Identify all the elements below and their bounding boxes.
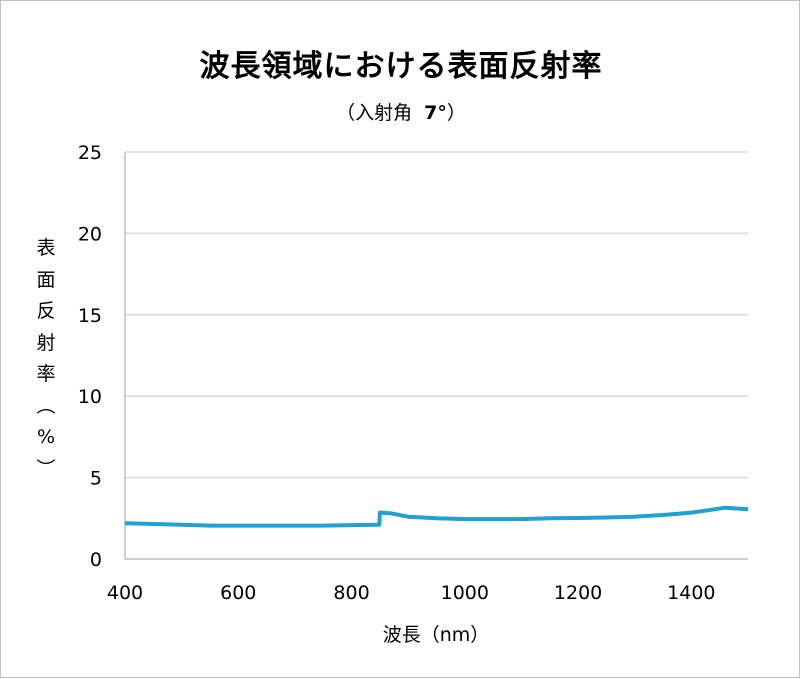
y-tick-label: 20 xyxy=(78,223,102,245)
chart-subtitle: （入射角 7°） xyxy=(1,98,800,125)
y-tick-label: 25 xyxy=(78,142,102,164)
reflectance-series-line xyxy=(124,505,749,528)
y-axis-label-char: 反 xyxy=(36,300,56,322)
x-tick-label: 1000 xyxy=(441,582,489,604)
x-tick-label: 400 xyxy=(107,582,143,604)
y-tick-label: 10 xyxy=(78,386,102,408)
y-tick-label: 0 xyxy=(90,549,102,571)
subtitle-suffix: ） xyxy=(446,102,466,124)
subtitle-prefix: （入射角 xyxy=(336,102,413,124)
chart-title: 波長領域における表面反射率 xyxy=(199,49,603,84)
y-axis-label-char: 面 xyxy=(36,268,56,291)
incidence-angle-value: 7° xyxy=(424,102,447,124)
y-axis-label-char: 表 xyxy=(36,237,56,259)
x-axis-label: 波長（nm） xyxy=(382,624,490,646)
x-tick-label: 1200 xyxy=(554,582,602,604)
y-axis-label: 表面反射率 ︵% ︶ xyxy=(33,233,59,485)
y-tick-label: 5 xyxy=(90,468,102,490)
x-tick-label: 800 xyxy=(333,582,369,604)
y-tick-label: 15 xyxy=(78,305,102,327)
y-axis-label-char: ︶ xyxy=(36,457,56,480)
y-axis-label-char: 射 xyxy=(36,331,56,354)
x-tick-label: 1400 xyxy=(667,582,715,604)
x-tick-label: 600 xyxy=(220,582,256,604)
y-axis-label-char: % xyxy=(36,426,56,448)
y-axis-label-char: ︵ xyxy=(36,394,56,417)
y-axis-label-char: 率 xyxy=(36,363,56,385)
